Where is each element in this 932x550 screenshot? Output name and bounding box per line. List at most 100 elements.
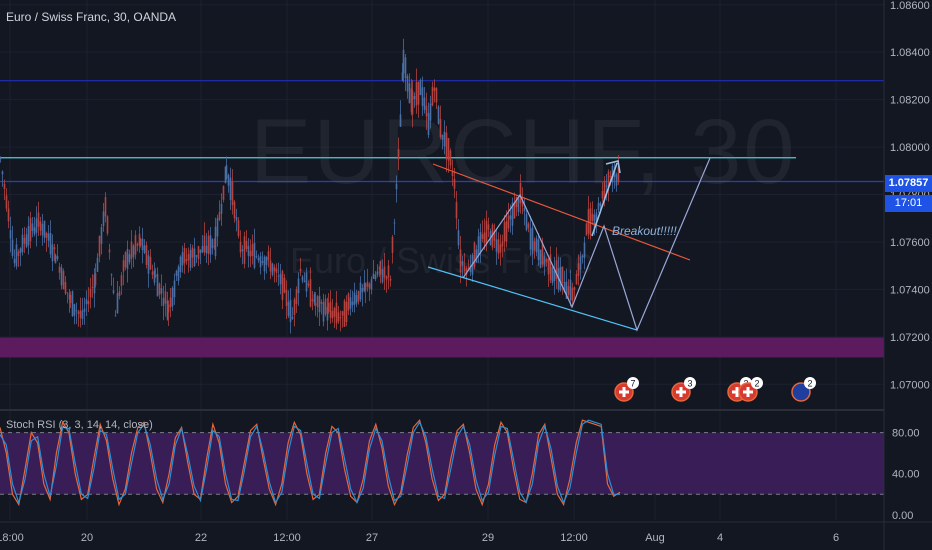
candle-body xyxy=(233,201,236,218)
candle-body xyxy=(569,279,572,301)
candle-body xyxy=(35,218,38,233)
candle-body xyxy=(277,275,280,277)
price-tick-label: 1.08400 xyxy=(890,47,930,59)
candle-body xyxy=(499,244,502,253)
candle-body xyxy=(515,197,518,208)
time-tick-label: 6 xyxy=(833,532,839,544)
support-zone xyxy=(0,337,884,358)
candle-body xyxy=(575,273,578,285)
time-tick-label: 4 xyxy=(717,532,723,544)
candle-body xyxy=(11,239,14,256)
candle-body xyxy=(601,191,604,199)
eu-flag-icon xyxy=(791,382,811,402)
candle-body xyxy=(273,267,276,272)
candle-body xyxy=(593,214,596,229)
candle-body xyxy=(597,202,600,210)
candle-body xyxy=(120,275,123,286)
candle-body xyxy=(553,270,556,282)
candle-body xyxy=(130,241,133,259)
candle-body xyxy=(108,249,111,253)
candle-body xyxy=(457,230,460,246)
candle-body xyxy=(25,234,28,247)
candle-body xyxy=(27,225,30,246)
candle-body xyxy=(479,232,482,252)
candle-body xyxy=(617,166,620,182)
candle-body xyxy=(541,242,544,265)
swiss-cross-horizontal xyxy=(676,390,686,394)
event-count-label: 3 xyxy=(687,379,692,389)
watermark-name: Euro / Swiss Franc xyxy=(290,240,593,281)
candle-body xyxy=(523,207,526,212)
candle-body xyxy=(23,237,26,244)
candle-body xyxy=(465,268,468,275)
candle-body xyxy=(279,274,282,285)
candle-body xyxy=(145,245,148,266)
candle-body xyxy=(326,306,329,321)
candle-body xyxy=(205,245,208,254)
candle-body xyxy=(54,254,57,264)
candle-body xyxy=(401,72,404,81)
candle-body xyxy=(507,215,510,229)
candle-body xyxy=(283,277,286,293)
candle-body xyxy=(255,255,258,257)
candle-body xyxy=(214,226,217,257)
candle-body xyxy=(402,49,405,74)
candle-body xyxy=(261,261,264,263)
candle-body xyxy=(589,208,592,236)
candle-body xyxy=(370,279,373,290)
candle-body xyxy=(195,255,198,257)
candle-body xyxy=(17,251,20,257)
candle-body xyxy=(603,181,606,201)
time-tick-label: 12:00 xyxy=(560,532,588,544)
stoch-rsi-tick-label: 0.00 xyxy=(892,510,913,522)
time-tick-label: 20 xyxy=(81,532,93,544)
candle-body xyxy=(429,103,432,121)
candle-body xyxy=(181,252,184,266)
candle-body xyxy=(138,233,141,246)
candle-body xyxy=(397,148,400,160)
last-price-badge: 1.07857 xyxy=(885,175,932,192)
candle-body xyxy=(56,256,59,260)
candle-body xyxy=(189,249,192,268)
candle-body xyxy=(225,165,228,179)
candle-body xyxy=(96,257,99,272)
candle-body xyxy=(43,220,46,238)
candle-body xyxy=(459,249,462,273)
time-tick-label: 18:00 xyxy=(0,532,24,544)
candle-body xyxy=(561,266,564,283)
candle-body xyxy=(100,227,103,244)
candle-body xyxy=(357,291,360,302)
candle-body xyxy=(543,256,546,267)
candle-body xyxy=(385,276,388,280)
price-tick-label: 1.08200 xyxy=(890,95,930,107)
candle-body xyxy=(77,311,80,314)
swiss-cross-horizontal xyxy=(743,390,753,394)
price-tick-label: 1.07000 xyxy=(890,379,930,391)
candle-body xyxy=(535,238,538,253)
candle-body xyxy=(231,181,234,205)
candle-body xyxy=(443,131,446,147)
candle-body xyxy=(259,256,262,268)
candle-body xyxy=(467,267,470,270)
candle-body xyxy=(305,272,308,292)
candle-body xyxy=(511,202,514,226)
candle-body xyxy=(309,279,312,307)
candle-body xyxy=(64,281,67,294)
candle-body xyxy=(158,283,161,295)
candle-body xyxy=(110,274,113,276)
candle-body xyxy=(177,266,180,281)
candle-body xyxy=(112,290,115,294)
candle-body xyxy=(311,299,314,302)
candle-body xyxy=(406,75,409,92)
candle-body xyxy=(351,301,354,306)
candle-body xyxy=(209,235,212,255)
candle-body xyxy=(451,172,454,176)
candle-body xyxy=(353,292,356,305)
candle-body xyxy=(423,97,426,110)
candle-body xyxy=(295,289,298,305)
candle-body xyxy=(337,312,340,322)
candle-body xyxy=(224,166,227,184)
candle-body xyxy=(13,258,16,264)
candle-body xyxy=(545,259,548,262)
